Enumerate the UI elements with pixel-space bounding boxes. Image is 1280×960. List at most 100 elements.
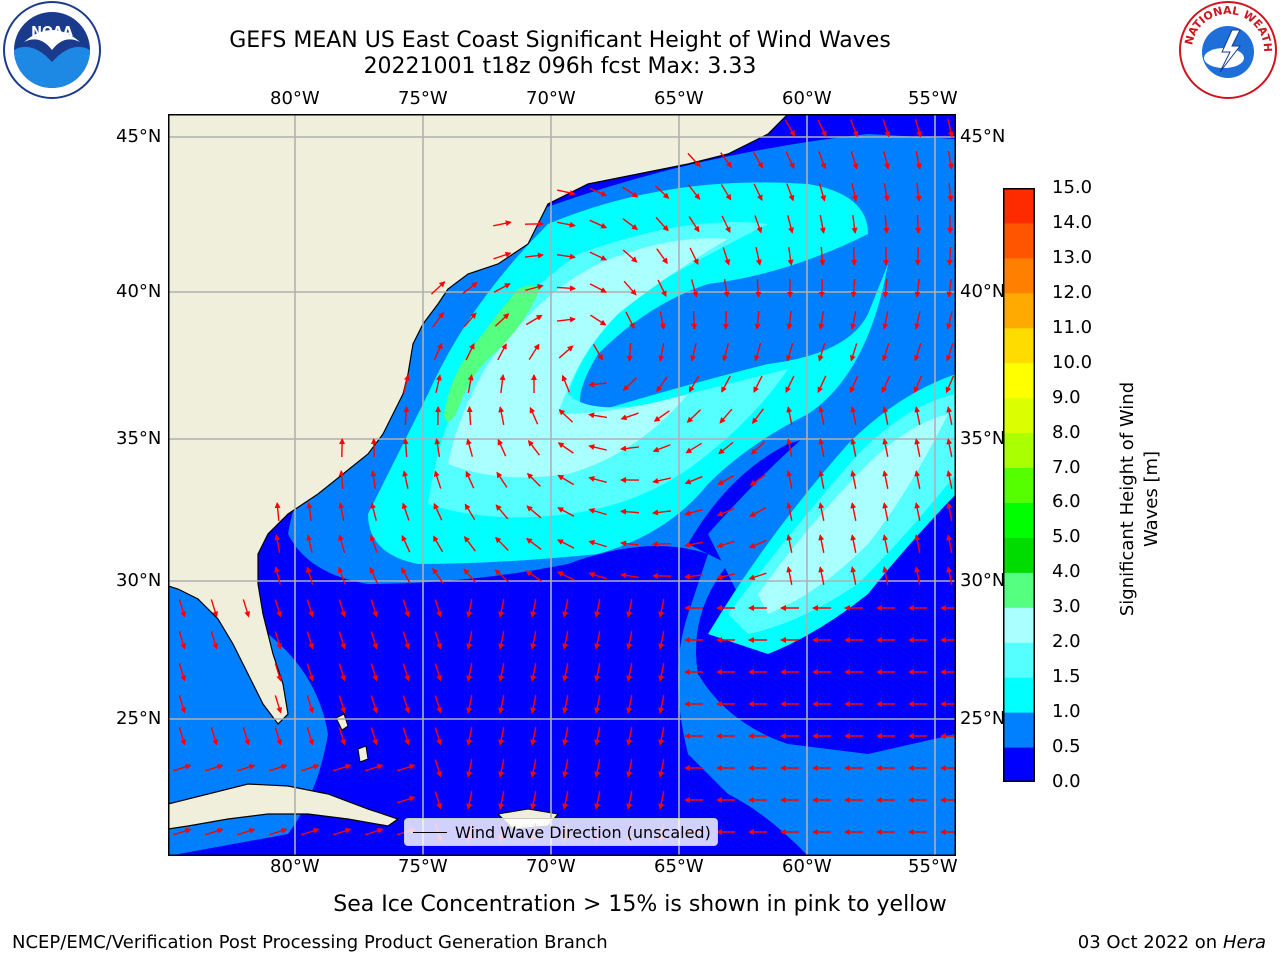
wave-direction-arrow <box>817 375 827 394</box>
wave-direction-arrow <box>301 763 320 772</box>
wave-direction-arrow <box>205 827 224 836</box>
wave-direction-arrow <box>686 409 701 423</box>
wave-direction-arrow <box>434 791 443 810</box>
wave-direction-arrow <box>626 342 633 362</box>
wave-direction-arrow <box>400 567 412 585</box>
wave-direction-arrow <box>594 791 601 810</box>
wave-direction-arrow <box>333 827 352 836</box>
colorbar-segment <box>1003 607 1035 643</box>
wave-direction-arrow <box>530 599 537 618</box>
wave-direction-arrow <box>434 727 443 746</box>
wave-direction-arrow <box>721 375 731 393</box>
wave-direction-arrow <box>498 631 505 650</box>
wave-direction-arrow <box>626 663 633 682</box>
lat-tick-left-25n: 25°N <box>116 708 162 729</box>
wave-direction-arrow <box>881 375 891 394</box>
wave-direction-arrow <box>557 221 576 228</box>
wave-direction-arrow <box>594 727 601 746</box>
wave-direction-arrow <box>466 663 473 682</box>
wave-direction-arrow <box>914 566 921 585</box>
wave-direction-arrow <box>210 599 219 618</box>
wave-direction-arrow <box>594 695 601 714</box>
wave-direction-arrow <box>588 571 607 580</box>
lon-tick-bottom-60w: 60°W <box>782 856 832 877</box>
wave-direction-arrow <box>659 311 666 330</box>
wave-direction-arrow <box>946 438 953 457</box>
wave-direction-arrow <box>658 663 665 682</box>
wave-direction-arrow <box>274 695 283 714</box>
wave-direction-arrow <box>914 119 922 138</box>
wave-direction-arrow <box>558 345 574 359</box>
wave-direction-arrow <box>466 406 473 426</box>
wave-direction-arrow <box>722 247 731 266</box>
wave-direction-arrow <box>588 476 607 484</box>
lon-tick-bottom-70w: 70°W <box>526 856 576 877</box>
wave-direction-arrow <box>915 182 922 202</box>
map-title: GEFS MEAN US East Coast Significant Heig… <box>229 28 891 53</box>
wave-direction-arrow <box>655 216 669 232</box>
colorbar-tick-label: 6.0 <box>1052 491 1081 513</box>
wave-direction-arrow <box>626 599 633 618</box>
wave-direction-arrow <box>498 599 505 618</box>
wave-direction-arrow <box>494 569 510 583</box>
wave-direction-arrow <box>819 215 826 234</box>
wave-direction-arrow <box>786 502 793 521</box>
ocean-band-3.0-4.0 <box>444 285 540 422</box>
wave-direction-arrow <box>716 573 735 580</box>
wave-direction-arrow <box>306 631 315 650</box>
wave-direction-arrow <box>882 406 889 425</box>
wave-direction-arrow <box>722 310 729 330</box>
wave-direction-arrow <box>881 343 890 362</box>
wave-direction-arrow <box>626 695 633 714</box>
lon-tick-top-80w: 80°W <box>270 88 320 109</box>
wave-direction-arrow <box>370 695 379 714</box>
wave-direction-arrow <box>653 410 670 422</box>
wave-direction-arrow <box>173 763 192 772</box>
wave-direction-arrow <box>750 441 765 455</box>
lat-tick-left-45n: 45°N <box>116 126 162 147</box>
wave-direction-arrow <box>691 310 698 330</box>
wave-direction-arrow <box>719 408 733 424</box>
wave-direction-arrow <box>658 343 665 362</box>
wave-direction-arrow <box>718 441 734 455</box>
wave-direction-arrow <box>466 599 473 618</box>
wave-direction-arrow <box>818 470 825 489</box>
wave-direction-arrow <box>562 759 569 778</box>
wave-direction-arrow <box>561 374 571 393</box>
wave-direction-arrow <box>498 759 505 778</box>
wave-direction-arrow <box>652 509 672 516</box>
wave-direction-arrow <box>716 540 735 549</box>
wave-direction-arrow <box>305 566 314 585</box>
wave-direction-arrow <box>882 278 889 298</box>
wave-direction-arrow <box>849 375 859 394</box>
wave-direction-arrow <box>947 151 954 170</box>
wave-direction-arrow <box>498 695 505 714</box>
wave-direction-arrow <box>365 827 384 836</box>
wave-direction-arrow <box>882 438 889 457</box>
lat-tick-right-35n: 35°N <box>960 428 1006 449</box>
wave-direction-arrow <box>914 502 921 521</box>
wave-direction-arrow <box>495 504 509 520</box>
wave-direction-arrow <box>914 534 921 553</box>
wave-direction-arrow <box>401 502 410 521</box>
colorbar-tick-label: 1.0 <box>1052 701 1081 723</box>
wave-direction-arrow <box>466 759 473 778</box>
national-weather-service-logo: NATIONAL WEATHER SERVICE <box>1178 0 1277 99</box>
map-subtitle: 20221001 t18z 096h fcst Max: 3.33 <box>363 54 757 79</box>
wave-direction-arrow <box>463 312 477 328</box>
wave-direction-arrow <box>178 727 187 746</box>
wave-direction-arrow <box>274 663 283 682</box>
wave-direction-arrow <box>946 246 953 266</box>
wave-direction-arrow <box>464 503 476 521</box>
wave-direction-arrow <box>850 151 859 170</box>
wave-direction-arrow <box>274 502 281 522</box>
wave-direction-arrow <box>306 599 315 618</box>
wave-direction-arrow <box>370 727 379 746</box>
wave-direction-arrow <box>594 663 601 682</box>
wave-direction-arrow <box>557 189 576 196</box>
wave-direction-arrow <box>498 791 505 810</box>
wave-direction-arrow <box>786 470 793 489</box>
wave-direction-arrow <box>915 214 922 234</box>
wave-direction-arrow <box>687 184 701 200</box>
lon-tick-top-70w: 70°W <box>526 88 576 109</box>
